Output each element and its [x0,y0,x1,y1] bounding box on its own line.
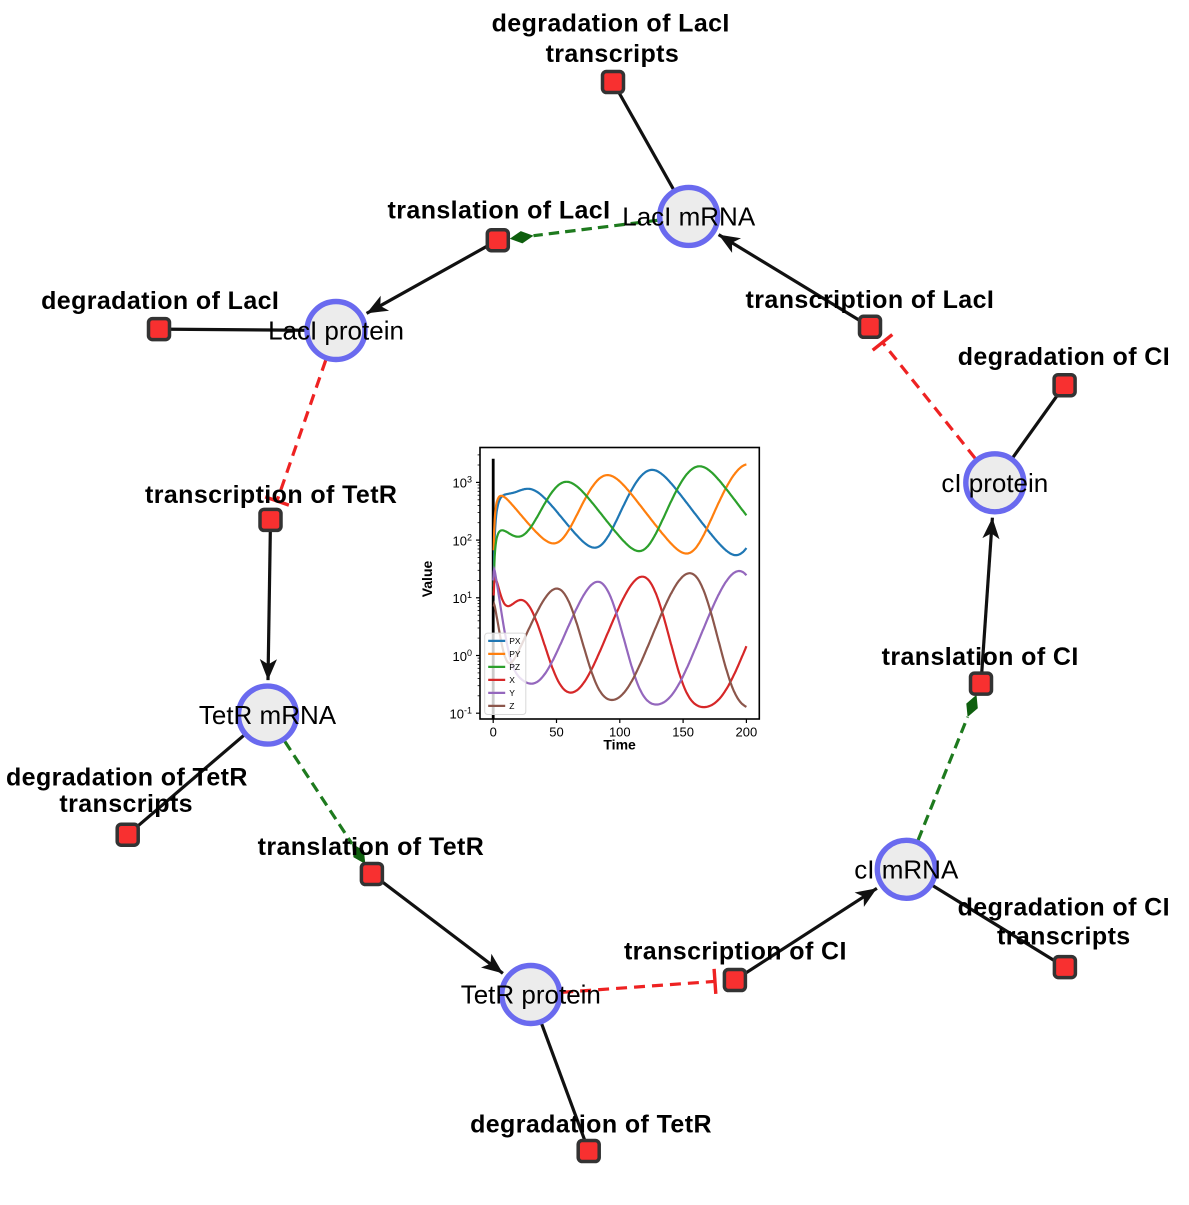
svg-text:150: 150 [672,725,694,740]
svg-text:transcripts: transcripts [59,790,193,818]
svg-text:PY: PY [509,649,521,659]
svg-text:translation of CI: translation of CI [882,643,1079,671]
svg-text:X: X [509,675,515,685]
svg-text:degradation of CI: degradation of CI [958,894,1170,922]
svg-text:translation of TetR: translation of TetR [258,833,485,861]
svg-text:degradation of LacI: degradation of LacI [492,10,730,38]
svg-text:degradation of CI: degradation of CI [958,343,1170,371]
svg-text:PZ: PZ [509,662,520,672]
svg-text:transcription of TetR: transcription of TetR [145,481,397,509]
svg-text:100: 100 [609,725,631,740]
svg-text:LacI protein: LacI protein [268,316,404,346]
svg-text:TetR mRNA: TetR mRNA [199,700,337,730]
svg-text:Z: Z [509,701,514,711]
svg-text:transcription of CI: transcription of CI [624,938,847,966]
svg-text:transcription of LacI: transcription of LacI [746,286,995,314]
svg-text:transcripts: transcripts [546,40,680,68]
svg-text:cI mRNA: cI mRNA [854,854,959,884]
svg-text:Time: Time [603,737,636,753]
svg-text:PX: PX [509,636,521,646]
svg-text:cI protein: cI protein [941,468,1048,498]
svg-text:translation of LacI: translation of LacI [388,197,611,225]
svg-text:transcripts: transcripts [997,923,1131,951]
svg-text:50: 50 [549,725,563,740]
svg-text:degradation of TetR: degradation of TetR [470,1111,712,1139]
svg-text:Value: Value [419,561,435,598]
svg-text:TetR protein: TetR protein [461,980,601,1010]
svg-text:LacI mRNA: LacI mRNA [622,201,756,231]
svg-text:200: 200 [736,725,758,740]
svg-text:Y: Y [509,688,515,698]
svg-text:degradation of LacI: degradation of LacI [41,287,279,315]
svg-text:0: 0 [490,725,497,740]
svg-text:degradation of TetR: degradation of TetR [6,764,248,792]
